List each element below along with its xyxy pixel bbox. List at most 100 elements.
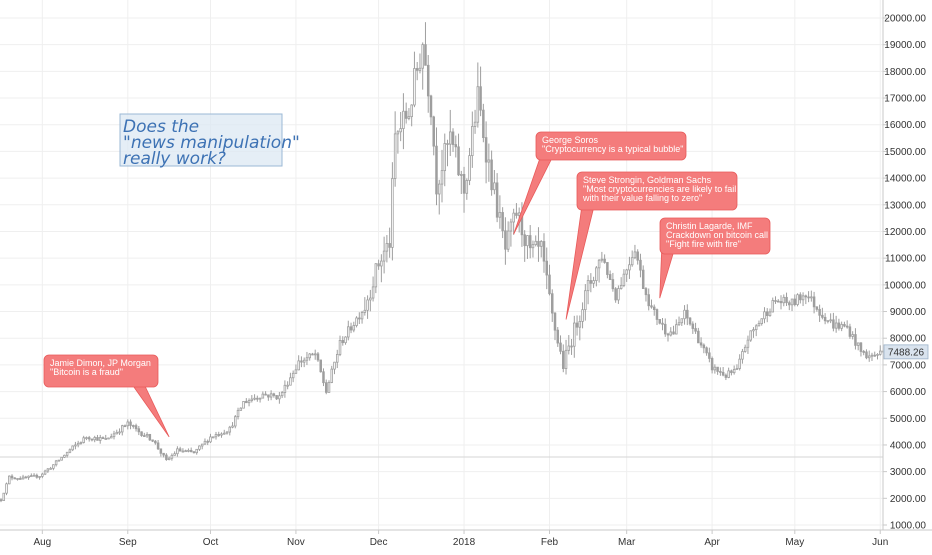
candle [548, 264, 551, 296]
candle [556, 327, 560, 347]
candle [545, 247, 548, 290]
candle-body [595, 267, 598, 281]
candle [132, 424, 135, 429]
candle-body [355, 317, 358, 326]
candle-body [840, 324, 843, 329]
candle [38, 475, 41, 480]
candle-body [854, 334, 857, 346]
annotation-callout[interactable]: Jamie Dimon, JP Morgan"Bitcoin is a frau… [43, 354, 170, 438]
question-box-frame [119, 113, 283, 167]
candle-body [829, 319, 832, 322]
candle-body [680, 318, 684, 324]
candle-body [385, 243, 389, 252]
candle-body [652, 306, 656, 310]
candle [228, 425, 232, 436]
annotation-callout[interactable]: Steve Strongin, Goldman Sachs"Most crypt… [565, 171, 738, 320]
candle [272, 392, 276, 398]
candle-body [730, 370, 733, 374]
candle-body [176, 448, 179, 455]
candle-body [82, 437, 85, 443]
candle [630, 250, 634, 267]
candle [316, 352, 320, 362]
candle-body [421, 44, 424, 69]
candle-body [873, 354, 876, 357]
candle [851, 331, 854, 340]
candle-body [137, 428, 141, 433]
candle [358, 312, 361, 325]
candle [473, 109, 477, 134]
annotation-box [535, 131, 687, 161]
candle-body [862, 351, 865, 353]
candle-body [837, 322, 841, 329]
candle [705, 346, 708, 356]
candle-body [542, 241, 546, 262]
candle-body [818, 308, 821, 316]
candle-body [788, 302, 791, 306]
candle-body [460, 174, 463, 176]
candle [686, 304, 689, 326]
candle [79, 441, 83, 445]
candle [677, 316, 681, 326]
candle-body [796, 294, 799, 306]
candle-body [644, 288, 648, 296]
candle [187, 448, 190, 453]
candle [137, 425, 141, 436]
candle [446, 139, 449, 167]
candle-body [424, 44, 427, 66]
y-tick-label: 13000.00 [884, 200, 926, 211]
candle-body [366, 299, 369, 311]
candle-body [581, 309, 584, 322]
candle [539, 240, 543, 258]
candle [82, 435, 85, 444]
candle [107, 437, 110, 440]
candle-body [52, 464, 55, 469]
candle [264, 391, 267, 396]
candle [145, 432, 149, 438]
candle-body [878, 350, 882, 355]
candle [512, 208, 515, 235]
candle-body [573, 322, 576, 347]
candle-body [843, 324, 846, 327]
candle [713, 364, 717, 374]
y-tick-label: 11000.00 [885, 254, 926, 265]
candle-body [630, 257, 634, 266]
candle [641, 265, 645, 289]
candle-body [338, 340, 342, 355]
candle [402, 93, 405, 150]
annotation-text: George Soros [542, 135, 599, 145]
candle [719, 367, 722, 376]
candle [283, 380, 287, 398]
candle [305, 351, 309, 366]
candle-body [57, 459, 61, 462]
candle [349, 322, 353, 334]
candle [515, 203, 518, 219]
candle-body [688, 317, 692, 325]
candle-body [261, 393, 265, 399]
candle [223, 429, 226, 435]
annotation-callout[interactable]: George Soros"Cryptocurrency is a typical… [513, 131, 687, 235]
candle [829, 313, 832, 324]
candle [771, 297, 775, 313]
candle-body [675, 324, 678, 335]
candle-body [597, 259, 601, 269]
candle [675, 319, 678, 335]
candle [289, 372, 292, 386]
candle [614, 287, 617, 303]
y-tick-label: 17000.00 [884, 94, 926, 105]
candle-body [129, 421, 132, 426]
candle [203, 438, 207, 445]
candle-body [302, 359, 306, 363]
candle [672, 325, 675, 335]
candle [531, 240, 535, 258]
candle [550, 289, 554, 322]
candle-body [79, 442, 83, 444]
candle-body [156, 442, 160, 450]
candle [619, 277, 623, 290]
candle-body [719, 371, 722, 373]
candle-body [330, 368, 334, 383]
candle-body [426, 64, 430, 97]
candle-body [815, 306, 819, 310]
